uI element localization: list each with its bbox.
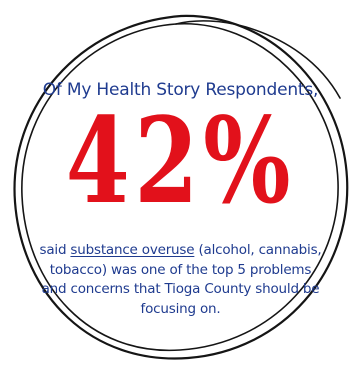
body-text-rest: (alcohol, cannabis, tobacco) was one of … [41, 242, 322, 317]
circle-strokes [13, 14, 349, 360]
circle-stroke-tail [175, 20, 341, 99]
body-text-lead: said [39, 242, 71, 258]
intro-line: Of My Health Story Respondents, [42, 80, 319, 100]
highlight-substance-overuse: substance overuse [70, 242, 195, 258]
big-stat-percentage: 42% [65, 91, 296, 230]
body-text: said substance overuse (alcohol, cannabi… [38, 241, 323, 319]
circle-stroke-inner [21, 23, 339, 352]
circle-stroke-outer [13, 14, 349, 360]
